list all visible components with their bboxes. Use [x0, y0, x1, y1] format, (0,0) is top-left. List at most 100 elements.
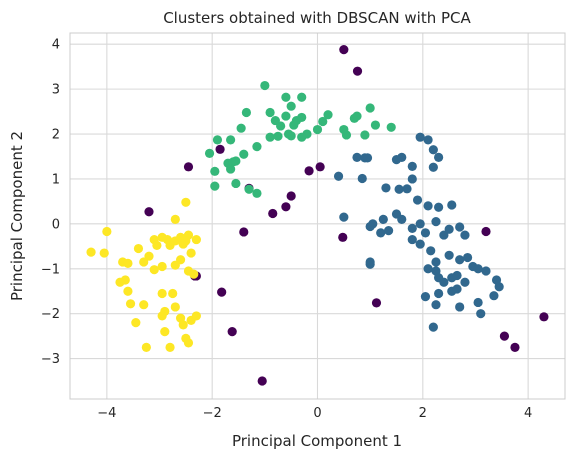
- scatter-point: [239, 227, 249, 237]
- scatter-point: [489, 291, 499, 301]
- scatter-point: [357, 173, 367, 184]
- scatter-point: [439, 277, 449, 287]
- scatter-point: [183, 338, 194, 348]
- scatter-point: [439, 230, 449, 240]
- scatter-point: [170, 260, 180, 270]
- scatter-point: [383, 225, 394, 236]
- scatter-point: [318, 116, 328, 127]
- scatter-point: [227, 327, 237, 337]
- scatter-point: [276, 121, 286, 131]
- scatter-point: [365, 257, 375, 267]
- y-tick-label: 4: [52, 38, 60, 53]
- scatter-point: [141, 342, 151, 352]
- scatter-point: [428, 322, 438, 332]
- scatter-point: [444, 250, 454, 260]
- scatter-point: [431, 300, 441, 310]
- scatter-point: [191, 234, 201, 245]
- scatter-point: [434, 202, 444, 212]
- scatter-point: [265, 132, 275, 142]
- scatter-point: [402, 184, 412, 194]
- scatter-point: [212, 135, 223, 145]
- scatter-point: [394, 184, 404, 194]
- scatter-point: [286, 131, 296, 141]
- scatter-point: [123, 286, 133, 296]
- scatter-point: [165, 342, 175, 352]
- scatter-point: [360, 130, 370, 140]
- scatter-point: [455, 302, 465, 312]
- scatter-point: [539, 312, 549, 322]
- x-axis-label: Principal Component 1: [232, 432, 402, 450]
- scatter-point: [476, 309, 486, 319]
- scatter-point: [415, 239, 425, 249]
- scatter-point: [231, 178, 241, 189]
- scatter-point: [183, 162, 194, 172]
- y-tick-label: 3: [52, 83, 60, 98]
- scatter-point: [323, 110, 333, 120]
- scatter-point: [481, 226, 491, 237]
- x-tick-label: 4: [524, 406, 532, 421]
- scatter-point: [289, 120, 299, 130]
- scatter-point: [415, 132, 425, 142]
- scatter-point: [241, 107, 252, 118]
- scatter-point: [215, 144, 225, 154]
- scatter-point: [407, 161, 417, 171]
- scatter-point: [210, 166, 220, 176]
- scatter-point: [339, 124, 349, 135]
- y-tick-label: −2: [41, 307, 60, 322]
- scatter-point: [297, 92, 307, 102]
- scatter-point: [149, 265, 159, 275]
- scatter-point: [428, 145, 438, 155]
- scatter-point: [168, 288, 178, 299]
- x-tick-label: −2: [203, 406, 222, 421]
- scatter-point: [157, 261, 167, 272]
- scatter-point: [371, 298, 382, 308]
- y-tick-label: −1: [41, 262, 60, 277]
- scatter-point: [144, 251, 154, 261]
- data-points: [86, 45, 549, 386]
- scatter-point: [407, 234, 417, 245]
- y-tick-label: 1: [52, 172, 60, 187]
- scatter-point: [447, 200, 457, 210]
- scatter-point: [286, 101, 296, 111]
- scatter-point: [494, 282, 504, 292]
- scatter-point: [86, 247, 96, 257]
- scatter-point: [99, 248, 109, 258]
- x-tick-label: −4: [97, 406, 116, 421]
- scatter-point: [415, 219, 425, 229]
- scatter-point: [281, 92, 291, 102]
- scatter-point: [297, 112, 307, 123]
- scatter-point: [257, 376, 267, 386]
- scatter-point: [420, 228, 431, 238]
- scatter-point: [181, 197, 191, 207]
- scatter-point: [157, 311, 167, 321]
- scatter-point: [423, 264, 433, 274]
- scatter-point: [473, 297, 483, 308]
- scatter-point: [381, 183, 391, 193]
- scatter-point: [352, 111, 362, 121]
- scatter-point: [428, 162, 438, 172]
- scatter-point: [160, 327, 170, 337]
- scatter-point: [226, 164, 236, 174]
- scatter-point: [315, 162, 325, 172]
- scatter-point: [460, 230, 470, 240]
- x-tick-label: 0: [313, 406, 321, 421]
- scatter-point: [217, 287, 227, 297]
- scatter-point: [338, 232, 348, 242]
- scatter-point: [123, 258, 133, 268]
- plot-frame: [69, 32, 566, 400]
- scatter-point: [431, 257, 441, 267]
- x-tick-label: 2: [419, 406, 427, 421]
- scatter-point: [181, 236, 191, 246]
- scatter-point: [407, 174, 417, 184]
- scatter-point: [186, 248, 196, 258]
- scatter-point: [210, 181, 220, 191]
- scatter-point: [265, 107, 275, 118]
- y-tick-label: 2: [52, 128, 60, 143]
- scatter-point: [423, 201, 433, 211]
- scatter-point: [273, 131, 283, 141]
- scatter-point: [510, 342, 520, 352]
- scatter-point: [170, 302, 180, 312]
- x-tick-labels: −4 −2 0 2 4: [97, 406, 532, 421]
- scatter-point: [434, 152, 444, 162]
